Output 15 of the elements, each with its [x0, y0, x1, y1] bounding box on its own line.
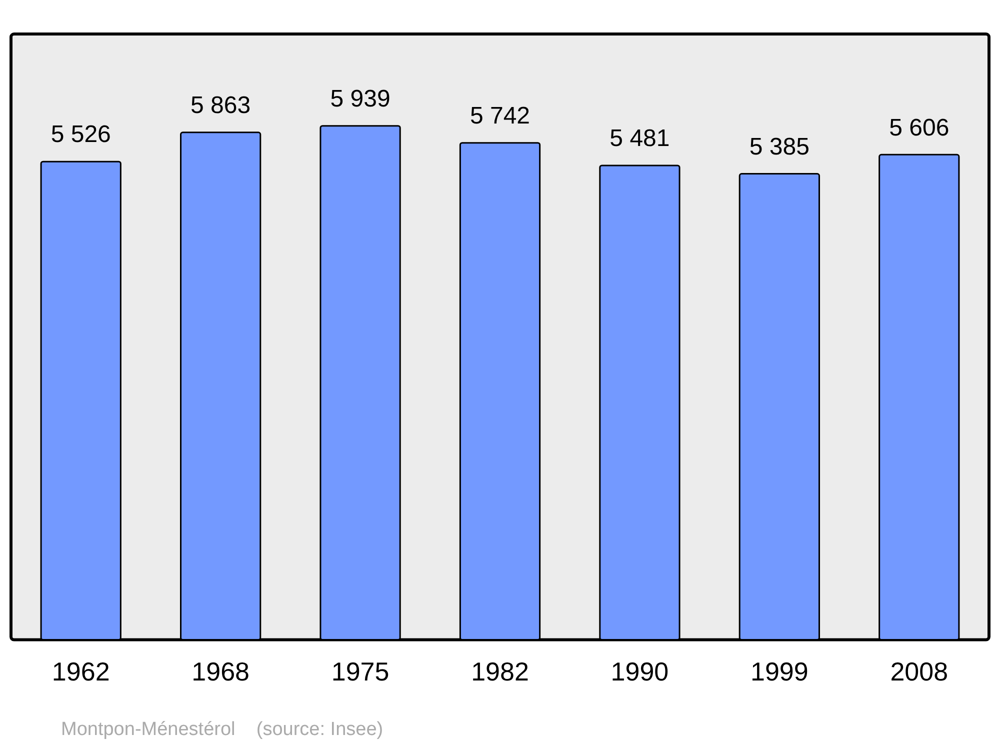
x-tick-label: 2008 — [890, 656, 948, 687]
x-tick-label: 1990 — [610, 656, 669, 687]
data-label: 5 526 — [50, 121, 111, 148]
x-tick-label: 1999 — [750, 656, 808, 687]
x-tick-label: 1962 — [52, 656, 110, 687]
data-label: 5 742 — [470, 102, 530, 130]
data-label: 5 606 — [889, 114, 950, 142]
data-label: 5 385 — [749, 133, 810, 160]
x-tick-label: 1975 — [331, 656, 390, 687]
x-tick-label: 1982 — [471, 656, 529, 687]
x-tick-label: 1968 — [192, 656, 250, 687]
text: Montpon-Ménestérol (source: Insee) — [61, 719, 384, 740]
data-label: 5 939 — [330, 85, 390, 112]
data-label: 5 863 — [190, 92, 251, 120]
data-label: 5 481 — [610, 125, 670, 152]
